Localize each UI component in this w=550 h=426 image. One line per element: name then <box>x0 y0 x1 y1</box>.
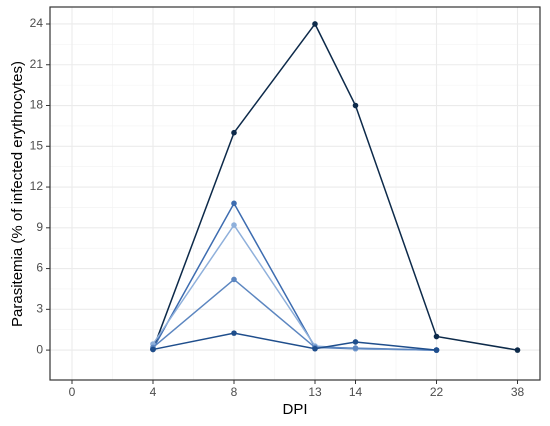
data-point <box>231 222 237 228</box>
data-point <box>433 347 440 353</box>
x-tick-label: 22 <box>430 385 444 399</box>
y-tick-label: 0 <box>36 342 43 356</box>
data-point <box>312 345 318 352</box>
data-point <box>433 333 440 340</box>
series-line <box>152 22 518 351</box>
y-tick-label: 18 <box>30 98 44 112</box>
x-tick-label: 13 <box>308 385 322 399</box>
y-tick-label: 3 <box>36 302 43 316</box>
plot-frame <box>49 6 541 381</box>
data-point <box>231 276 237 283</box>
x-tick-label: 38 <box>511 385 525 399</box>
x-tick-label: 8 <box>231 385 238 399</box>
data-point <box>352 339 359 345</box>
x-tick-label: 4 <box>150 385 157 399</box>
data-point <box>150 346 156 353</box>
data-point <box>352 102 359 109</box>
y-tick-label: 9 <box>36 220 43 234</box>
data-point <box>312 21 318 27</box>
x-tick-label: 14 <box>349 385 363 399</box>
data-point <box>352 345 359 351</box>
data-point <box>514 347 521 353</box>
y-tick-label: 15 <box>30 138 44 152</box>
y-axis-title: Parasitemia (% of infected erythrocytes) <box>9 61 26 327</box>
y-tick-label: 24 <box>30 16 44 30</box>
data-point <box>231 200 237 207</box>
series-line <box>152 201 437 351</box>
x-axis-title: DPI <box>282 401 307 418</box>
data-point <box>231 330 237 336</box>
x-tick-label: 0 <box>69 385 76 399</box>
series-line <box>152 332 437 351</box>
y-tick-label: 12 <box>30 179 44 193</box>
y-tick-label: 21 <box>30 57 44 71</box>
data-point <box>231 129 237 136</box>
y-tick-label: 6 <box>36 261 43 275</box>
